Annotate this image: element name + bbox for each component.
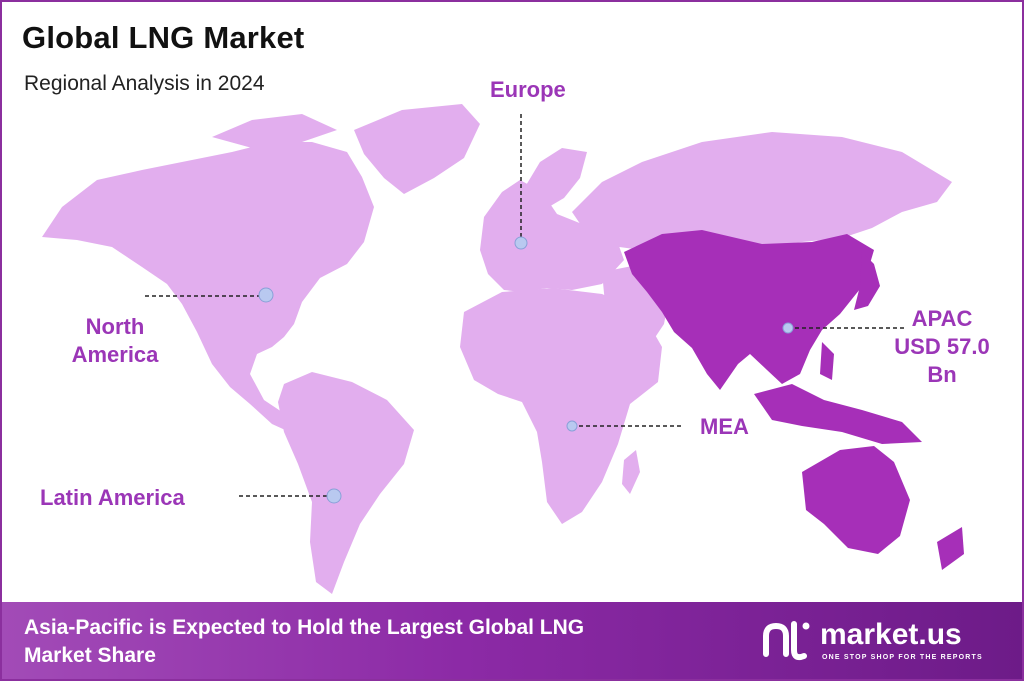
mea-label: MEA — [700, 414, 749, 439]
footer-headline: Asia-Pacific is Expected to Hold the Lar… — [24, 614, 584, 670]
north-america-label-line2: America — [71, 342, 159, 367]
apac-label-value: USD 57.0 — [894, 334, 990, 359]
latin-america-label: Latin America — [40, 485, 185, 510]
se-asia-islands — [754, 384, 922, 444]
philippines-landmass — [820, 342, 834, 380]
arctic-islands — [212, 114, 337, 148]
footer-headline-line2: Market Share — [24, 644, 156, 667]
north-america-landmass — [42, 142, 374, 434]
latin-america-marker — [326, 488, 342, 504]
south-america-landmass — [278, 372, 414, 594]
greenland-landmass — [354, 104, 480, 194]
north-america-marker — [258, 287, 274, 303]
footer-headline-line1: Asia-Pacific is Expected to Hold the Lar… — [24, 616, 585, 639]
market-us-logo-icon — [763, 621, 810, 661]
europe-label: Europe — [490, 77, 566, 102]
apac-label: APAC USD 57.0 Bn — [882, 305, 1002, 389]
north-america-label: North America — [50, 313, 180, 369]
north-america-label-line1: North — [85, 314, 145, 339]
apac-label-name: APAC — [911, 306, 973, 331]
mea-marker — [566, 420, 578, 432]
world-map — [42, 104, 964, 594]
africa-landmass — [460, 288, 662, 524]
apac-marker — [782, 322, 794, 334]
new-zealand-landmass — [937, 527, 964, 570]
page-title: Global LNG Market — [22, 20, 305, 55]
japan-landmass — [854, 252, 880, 310]
asia-pacific-region — [624, 230, 874, 390]
russia-landmass — [572, 132, 952, 250]
madagascar-landmass — [622, 450, 640, 494]
scandinavia-landmass — [522, 148, 587, 208]
brand-logo: market.us ONE STOP SHOP FOR THE REPORTS — [760, 616, 1010, 666]
europe-marker — [514, 236, 528, 250]
apac-label-unit: Bn — [927, 362, 957, 387]
australia-landmass — [802, 446, 910, 554]
page-subtitle: Regional Analysis in 2024 — [24, 72, 265, 95]
uk-landmass — [490, 206, 508, 240]
footer-banner: Asia-Pacific is Expected to Hold the Lar… — [2, 602, 1022, 679]
brand-name: market.us — [820, 618, 962, 651]
europe-landmass — [480, 180, 624, 292]
brand-tagline: ONE STOP SHOP FOR THE REPORTS — [822, 654, 983, 661]
